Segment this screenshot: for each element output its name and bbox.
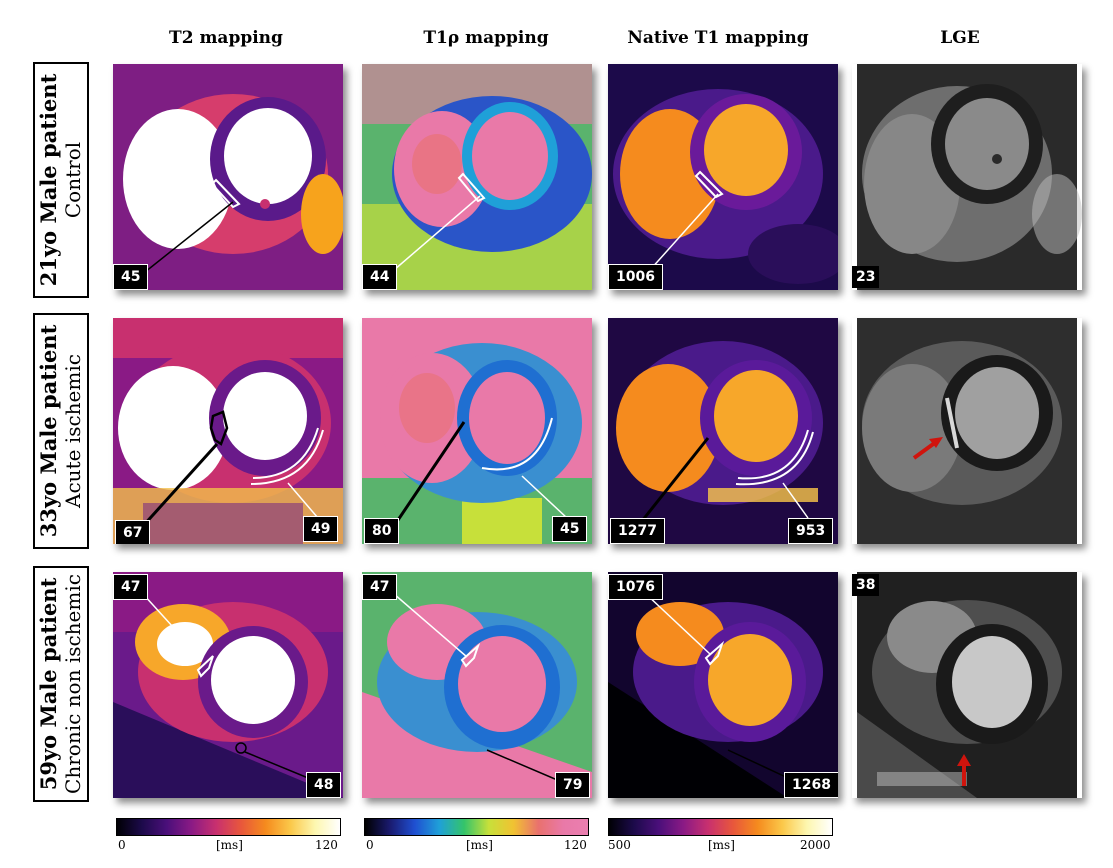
red-arrow-icon <box>957 754 971 786</box>
colorbar-max: 120 <box>315 838 338 852</box>
red-arrow-icon <box>912 437 943 460</box>
colorbar-t2 <box>116 818 341 836</box>
row-label-line1: 33yo Male patient <box>36 324 61 538</box>
image-t2-acute-ischemic: 67 49 <box>113 318 343 544</box>
image-native-t1-acute-ischemic: 1277 953 <box>608 318 838 544</box>
row-label-acute-ischemic: 33yo Male patient Acute ischemic <box>33 313 89 549</box>
row-label-control: 21yo Male patient Control <box>33 62 89 298</box>
value-label: 953 <box>788 518 834 544</box>
image-lge-control: 23 <box>852 64 1082 290</box>
value-label: 1277 <box>610 518 665 544</box>
value-label: 67 <box>115 520 151 544</box>
image-t1rho-chronic: 47 79 <box>362 572 592 798</box>
column-title-native-t1: Native T1 mapping <box>627 28 809 48</box>
row-label-chronic-non-ischemic: 59yo Male patient Chronic non ischemic <box>33 566 89 802</box>
colorbar-min: 500 <box>608 838 631 852</box>
image-t2-control: 45 <box>113 64 343 290</box>
colorbar-unit: [ms] <box>466 838 493 852</box>
image-lge-chronic: 38 <box>852 572 1082 798</box>
value-label: 45 <box>552 516 588 542</box>
image-lge-acute-ischemic <box>852 318 1082 544</box>
row-label-line1: 59yo Male patient <box>36 577 61 791</box>
colorbar-min: 0 <box>118 838 126 852</box>
value-label: 49 <box>303 516 339 542</box>
row-label-line2: Control <box>61 141 85 219</box>
colorbar-t1rho <box>364 818 589 836</box>
row-label-line2: Chronic non ischemic <box>61 574 85 794</box>
image-native-t1-control: 1006 <box>608 64 838 290</box>
row-label-line1: 21yo Male patient <box>36 73 61 287</box>
image-t1rho-acute-ischemic: 80 45 <box>362 318 592 544</box>
value-label: 47 <box>113 574 149 600</box>
value-label: 45 <box>113 264 149 290</box>
value-label: 1076 <box>608 574 663 600</box>
column-title-lge: LGE <box>940 28 980 48</box>
colorbar-unit: [ms] <box>216 838 243 852</box>
row-label-line2: Acute ischemic <box>61 354 85 508</box>
value-label: 23 <box>852 266 880 288</box>
value-label: 79 <box>555 772 591 798</box>
value-label: 80 <box>364 518 400 544</box>
column-title-t1rho: T1ρ mapping <box>423 28 549 48</box>
value-label: 38 <box>852 574 880 596</box>
colorbar-max: 2000 <box>800 838 831 852</box>
value-label: 48 <box>306 772 342 798</box>
colorbar-max: 120 <box>564 838 587 852</box>
value-label: 47 <box>362 574 398 600</box>
colorbar-unit: [ms] <box>708 838 735 852</box>
image-t2-chronic: 47 48 <box>113 572 343 798</box>
image-t1rho-control: 44 <box>362 64 592 290</box>
colorbar-min: 0 <box>366 838 374 852</box>
value-label: 1006 <box>608 264 663 290</box>
value-label: 1268 <box>784 772 838 798</box>
value-label: 44 <box>362 264 398 290</box>
image-native-t1-chronic: 1076 1268 <box>608 572 838 798</box>
colorbar-native-t1 <box>608 818 833 836</box>
column-title-t2: T2 mapping <box>169 28 283 48</box>
